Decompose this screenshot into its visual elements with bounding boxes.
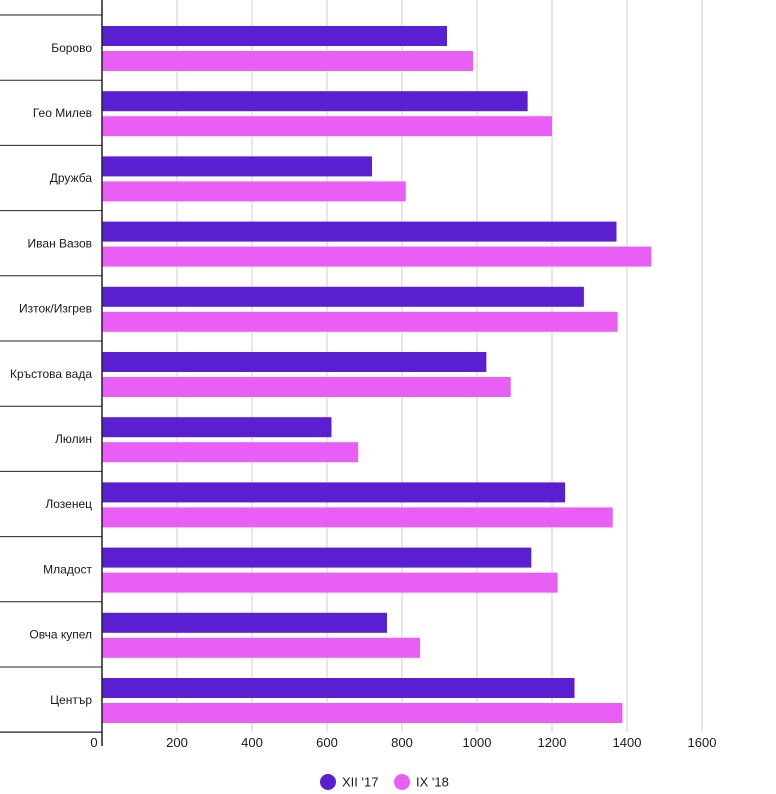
- bar: [102, 286, 584, 307]
- bar: [102, 116, 552, 137]
- x-tick-label: 0: [90, 735, 97, 750]
- legend-marker: [320, 774, 336, 790]
- bar: [102, 91, 528, 112]
- x-tick-label: 400: [241, 735, 263, 750]
- category-label: Люлин: [55, 432, 92, 446]
- bar: [102, 311, 618, 332]
- x-tick-label: 200: [166, 735, 188, 750]
- x-tick-label: 1200: [538, 735, 567, 750]
- bar: [102, 377, 511, 397]
- x-tick-label: 1000: [463, 735, 492, 750]
- category-label: Изток/Изгрев: [19, 302, 92, 316]
- category-label: Център: [50, 693, 92, 707]
- bar: [102, 352, 487, 372]
- category-separators: [0, 14, 102, 733]
- bar: [102, 417, 332, 438]
- bar: [102, 547, 532, 568]
- bar: [102, 442, 359, 463]
- legend-label: IX '18: [416, 774, 449, 789]
- legend-marker: [394, 774, 410, 790]
- bars: [102, 26, 652, 723]
- bar: [102, 482, 566, 503]
- category-label: Дружба: [50, 171, 93, 185]
- category-label: Борово: [51, 41, 92, 55]
- category-label: Овча купел: [29, 628, 92, 642]
- legend: XII '17 IX '18: [320, 774, 449, 790]
- x-tick-label: 800: [391, 735, 413, 750]
- bar: [102, 181, 406, 202]
- category-label: Иван Вазов: [28, 236, 92, 250]
- category-label: Гео Милев: [33, 106, 92, 120]
- category-label: Лозенец: [45, 497, 92, 511]
- bar: [102, 612, 387, 633]
- x-tick-label: 600: [316, 735, 338, 750]
- x-tick-label: 1400: [613, 735, 642, 750]
- bar: [102, 637, 420, 658]
- bar: [102, 221, 617, 242]
- bar: [102, 572, 558, 593]
- bar: [102, 26, 447, 46]
- category-labels: Борово Гео Милев Дружба Иван Вазов Изток/Изг…: [10, 41, 93, 707]
- bar: [102, 51, 474, 71]
- bar: [102, 156, 372, 177]
- bar: [102, 507, 613, 528]
- x-tick-labels: 0 200 400 600 800 1000 1200 1400 1600: [90, 735, 716, 750]
- bar: [102, 703, 623, 723]
- category-label: Младост: [43, 562, 92, 576]
- category-label: Кръстова вада: [10, 367, 92, 381]
- bar: [102, 678, 575, 698]
- bar: [102, 246, 652, 267]
- x-tick-label: 1600: [688, 735, 717, 750]
- legend-label: XII '17: [342, 774, 378, 789]
